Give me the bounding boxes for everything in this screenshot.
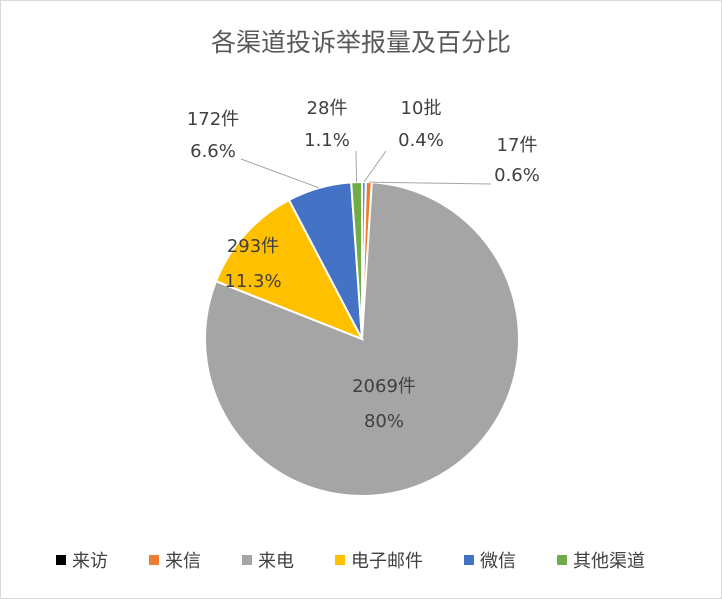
legend-label-2: 来电 xyxy=(258,551,294,572)
legend-label-4: 微信 xyxy=(480,551,516,572)
leader-line-6 xyxy=(363,150,387,183)
data-label-percent-6: 0.4% xyxy=(398,130,444,151)
leader-lines xyxy=(240,150,492,189)
pie-slice-3 xyxy=(214,198,365,341)
pie-slices xyxy=(204,180,520,497)
data-label-percent-5: 1.1% xyxy=(304,130,350,151)
data-label-count-2: 2069件 xyxy=(352,376,416,397)
legend-swatch-1 xyxy=(149,555,159,565)
legend-swatch-0 xyxy=(56,555,66,565)
chart-title: 各渠道投诉举报量及百分比 xyxy=(211,28,511,57)
leader-line-1 xyxy=(368,181,492,185)
watermark: 北京市环保局 xyxy=(641,572,719,588)
legend-label-1: 来信 xyxy=(165,551,201,572)
data-labels: 17件 0.6% 2069件 80% 293件 11.3% 172件 6.6% 28件 1.1% 1… xyxy=(187,98,540,432)
data-label-count-5: 28件 xyxy=(307,98,348,119)
data-label-percent-3: 11.3% xyxy=(224,271,281,292)
data-label-count-1: 17件 xyxy=(497,135,538,156)
legend-label-3: 电子邮件 xyxy=(351,551,423,572)
legend-swatch-3 xyxy=(335,555,345,565)
data-label-percent-1: 0.6% xyxy=(494,165,540,186)
data-label-percent-4: 6.6% xyxy=(190,141,236,162)
data-label-count-4: 172件 xyxy=(187,109,239,130)
legend-label-5: 其他渠道 xyxy=(573,551,645,572)
data-label-count-3: 293件 xyxy=(227,236,279,257)
legend-label-0: 来访 xyxy=(72,551,108,572)
legend-swatch-4 xyxy=(464,555,474,565)
legend-swatch-5 xyxy=(557,555,567,565)
pie-slice-5 xyxy=(350,180,363,340)
legend-swatch-2 xyxy=(242,555,252,565)
data-label-count-6: 10批 xyxy=(401,98,442,119)
leader-line-5 xyxy=(355,150,358,183)
leader-line-4 xyxy=(240,158,320,189)
data-label-percent-2: 80% xyxy=(364,411,404,432)
legend: 来访 来信 来电 电子邮件 微信 其他渠道 xyxy=(56,551,645,572)
